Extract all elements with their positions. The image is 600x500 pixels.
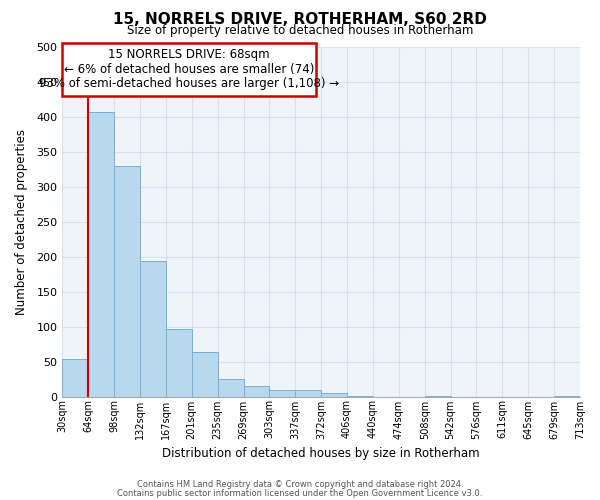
Text: Contains public sector information licensed under the Open Government Licence v3: Contains public sector information licen… (118, 488, 482, 498)
Text: 15, NORRELS DRIVE, ROTHERHAM, S60 2RD: 15, NORRELS DRIVE, ROTHERHAM, S60 2RD (113, 12, 487, 28)
Bar (321, 393, 347, 396)
Bar (218, 379, 244, 396)
Bar (295, 390, 321, 396)
Text: Size of property relative to detached houses in Rotherham: Size of property relative to detached ho… (127, 24, 473, 37)
Bar (88, 112, 114, 397)
Bar (166, 328, 192, 396)
Text: 15 NORRELS DRIVE: 68sqm: 15 NORRELS DRIVE: 68sqm (109, 48, 270, 61)
Bar (140, 262, 166, 396)
Text: 93% of semi-detached houses are larger (1,108) →: 93% of semi-detached houses are larger (… (39, 78, 339, 90)
Bar (62, 360, 88, 397)
Bar (192, 352, 218, 397)
Bar (269, 390, 295, 396)
Text: ← 6% of detached houses are smaller (74): ← 6% of detached houses are smaller (74) (64, 63, 314, 76)
Bar (114, 166, 140, 396)
Y-axis label: Number of detached properties: Number of detached properties (15, 128, 28, 314)
Bar (244, 386, 269, 396)
X-axis label: Distribution of detached houses by size in Rotherham: Distribution of detached houses by size … (163, 447, 480, 460)
FancyBboxPatch shape (62, 43, 316, 96)
Text: Contains HM Land Registry data © Crown copyright and database right 2024.: Contains HM Land Registry data © Crown c… (137, 480, 463, 489)
